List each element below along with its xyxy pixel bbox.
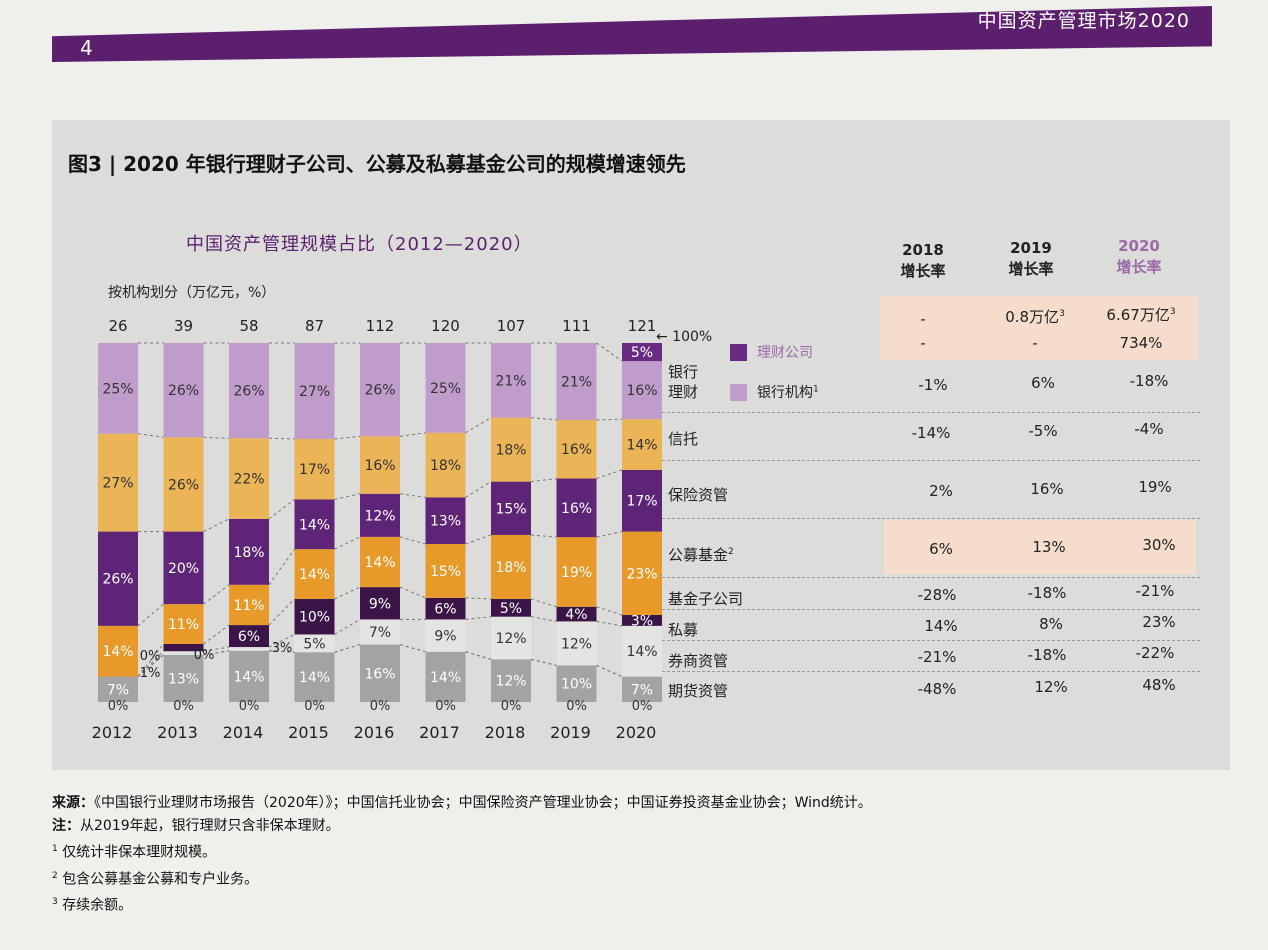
footnote-mark: 2 — [52, 870, 58, 881]
legend-swatch-bank-institution — [730, 384, 747, 401]
footnote-mark: 3 — [1169, 307, 1176, 317]
wealth-amount-2020: 6.67万亿3 — [1096, 304, 1186, 325]
growth-futures-2020: 48% — [1142, 676, 1176, 694]
cat-label-securities: 券商资管 — [668, 652, 729, 670]
source-text: 《中国银行业理财市场报告（2020年）》；中国信托业协会；中国保险资产管理业协会… — [94, 795, 872, 811]
cat-label-text: 公募基金 — [668, 546, 729, 564]
footnote-text: 存续余额。 — [62, 897, 133, 914]
growth-securities-2020: -22% — [1135, 644, 1175, 662]
bank-group-line: 银行 — [668, 363, 699, 381]
row-divider — [662, 518, 1200, 519]
bank-group-label: 银行 理财 — [668, 362, 698, 402]
footnote-line: 2 包含公募基金公募和专户业务。 — [52, 865, 872, 892]
col-head-2019: 2019 增长率 — [986, 238, 1076, 280]
growth-trust-2019: -5% — [1028, 422, 1058, 440]
growth-fund-sub-2020: -21% — [1135, 582, 1175, 600]
growth-securities-2019: -18% — [1027, 646, 1067, 664]
growth-private-2019: 8% — [1039, 615, 1063, 633]
footer: 来源：《中国银行业理财市场报告（2020年）》；中国信托业协会；中国保险资产管理… — [52, 792, 872, 918]
footnote-mark: 3 — [1059, 309, 1065, 319]
col-year: 2020 — [1118, 237, 1160, 255]
row-divider — [662, 460, 1200, 461]
growth-wealth-2020: 734% — [1119, 334, 1163, 352]
growth-trust-2018: -14% — [911, 424, 951, 442]
footnote-mark: 1 — [52, 844, 58, 854]
growth-public-fund-2019: 13% — [1032, 538, 1066, 556]
footnote-mark: 3 — [52, 897, 58, 908]
growth-fund-sub-2019: -18% — [1027, 584, 1067, 602]
row-divider — [662, 609, 1200, 610]
growth-bank-2018: -1% — [918, 376, 948, 394]
row-divider — [662, 671, 1200, 672]
wealth-row-highlight — [880, 296, 1198, 360]
figure-panel — [52, 120, 1230, 770]
figure-title: 图3 | 2020 年银行理财子公司、公募及私募基金公司的规模增速领先 — [68, 152, 686, 176]
growth-insurance-2018: 2% — [929, 482, 953, 500]
legend-swatch-wealth-company — [730, 344, 747, 361]
footnote-line: 1 仅统计非保本理财规模。 — [52, 838, 872, 865]
header-title: 中国资产管理市场2020 — [977, 10, 1190, 32]
bank-group-line: 理财 — [668, 383, 699, 401]
growth-trust-2020: -4% — [1134, 420, 1164, 438]
chart-subtitle: 中国资产管理规模占比（2012—2020） — [186, 234, 533, 255]
growth-private-2018: 14% — [924, 617, 958, 635]
row-divider — [662, 577, 1200, 578]
unit-label: 按机构划分（万亿元，%） — [108, 285, 276, 301]
legend-label-bank-institution: 银行机构1 — [757, 382, 819, 402]
cat-label-private-fund: 私募 — [668, 621, 699, 639]
growth-private-2020: 23% — [1142, 613, 1176, 631]
col-head-2020: 2020 增长率 — [1094, 236, 1184, 278]
growth-securities-2018: -21% — [917, 648, 957, 666]
growth-bank-2019: 6% — [1031, 374, 1055, 392]
note-text: 从2019年起，银行理财只含非保本理财。 — [80, 818, 340, 834]
footnote-mark: 2 — [728, 547, 734, 557]
growth-futures-2018: -48% — [917, 680, 957, 698]
wealth-amount-2018: - — [920, 310, 926, 328]
growth-insurance-2019: 16% — [1030, 480, 1064, 498]
note-line: 注：从2019年起，银行理财只含非保本理财。 — [52, 815, 872, 838]
wealth-amount-2019: 0.8万亿3 — [990, 306, 1080, 327]
growth-wealth-2019: - — [1032, 334, 1038, 352]
footnote-text: 仅统计非保本理财规模。 — [62, 844, 217, 861]
wealth-amount-value: 0.8万亿 — [1005, 308, 1060, 326]
row-divider — [662, 412, 1200, 413]
row-divider — [662, 640, 1200, 641]
growth-insurance-2020: 19% — [1138, 478, 1172, 496]
cat-label-fund-subsidiary: 基金子公司 — [668, 590, 744, 608]
growth-wealth-2018: - — [920, 334, 926, 352]
source-line: 来源：《中国银行业理财市场报告（2020年）》；中国信托业协会；中国保险资产管理… — [52, 792, 872, 815]
col-year: 2019 — [1010, 239, 1052, 257]
col-label: 增长率 — [1116, 258, 1162, 276]
col-label: 增长率 — [1008, 260, 1054, 278]
public-fund-row-highlight — [884, 520, 1196, 574]
col-head-2018: 2018 增长率 — [878, 240, 968, 282]
page-number: 4 — [80, 36, 93, 60]
source-label: 来源： — [52, 795, 94, 811]
col-label: 增长率 — [900, 262, 946, 280]
growth-fund-sub-2018: -28% — [917, 586, 957, 604]
growth-futures-2019: 12% — [1034, 678, 1068, 696]
legend-label-wealth-company: 理财公司 — [757, 345, 813, 361]
footnote-line: 3 存续余额。 — [52, 891, 872, 918]
cat-label-public-fund: 公募基金2 — [668, 544, 734, 565]
legend-label-text: 银行机构 — [757, 385, 813, 401]
growth-public-fund-2020: 30% — [1142, 536, 1176, 554]
footnote-mark: 1 — [813, 384, 819, 395]
growth-public-fund-2018: 6% — [929, 540, 953, 558]
col-year: 2018 — [902, 241, 944, 259]
wealth-amount-value: 6.67万亿 — [1106, 306, 1170, 324]
cat-label-trust: 信托 — [668, 430, 699, 448]
cat-label-insurance: 保险资管 — [668, 486, 729, 504]
cat-label-futures: 期货资管 — [668, 682, 729, 700]
footnote-text: 包含公募基金公募和专户业务。 — [62, 871, 259, 888]
growth-bank-2020: -18% — [1129, 372, 1169, 390]
note-label: 注： — [52, 818, 80, 834]
